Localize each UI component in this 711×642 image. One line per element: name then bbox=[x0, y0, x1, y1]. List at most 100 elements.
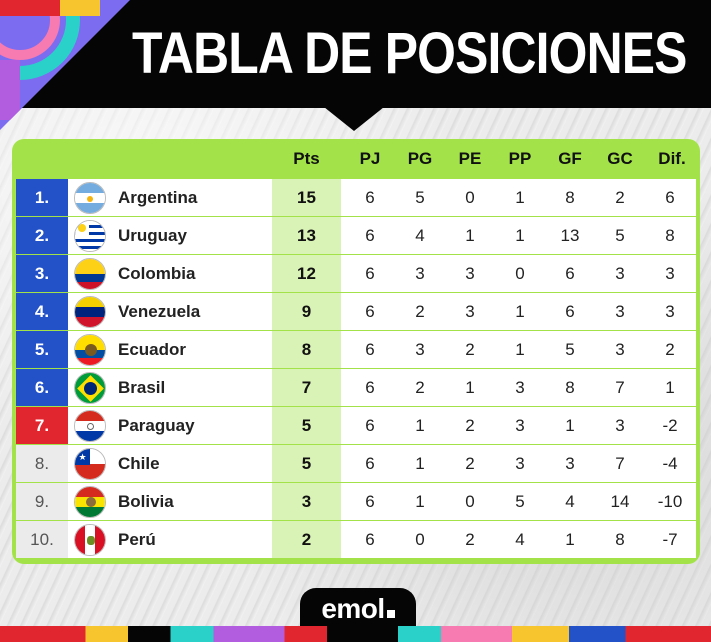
table-row: 2. Uruguay 13 6 4 1 1 13 5 8 bbox=[16, 217, 696, 255]
stat-dif: 6 bbox=[665, 188, 675, 207]
ecuador-flag-icon bbox=[74, 334, 106, 366]
stat-pe: 2 bbox=[465, 416, 475, 435]
stat-gf: 5 bbox=[565, 340, 575, 359]
stat-pg: 3 bbox=[415, 340, 425, 359]
team-name: Venezuela bbox=[118, 302, 201, 321]
stat-pj: 6 bbox=[365, 416, 375, 435]
stat-gf: 6 bbox=[565, 302, 575, 321]
standings-table: Pts PJ PG PE PP GF GC Dif. 1. Argentina 1 5… bbox=[12, 139, 700, 564]
header-pts: Pts bbox=[293, 149, 320, 168]
stat-dif: 1 bbox=[665, 378, 675, 397]
table-row: 1. Argentina 15 6 5 0 1 8 2 6 bbox=[16, 179, 696, 217]
stat-pj: 6 bbox=[365, 302, 375, 321]
stat-pg: 1 bbox=[415, 416, 425, 435]
stat-gf: 13 bbox=[560, 226, 580, 245]
stat-pp: 4 bbox=[515, 530, 525, 549]
stat-gf: 1 bbox=[565, 530, 575, 549]
rank-cell: 7. bbox=[16, 407, 68, 444]
points-cell: 3 bbox=[272, 483, 341, 520]
points-cell: 2 bbox=[272, 521, 341, 558]
stat-pj: 6 bbox=[365, 340, 375, 359]
stat-gc: 3 bbox=[615, 264, 625, 283]
team-cell: Brasil bbox=[68, 369, 272, 406]
table-row: 9. Bolivia 3 6 1 0 5 4 14 -10 bbox=[16, 483, 696, 521]
rank-cell: 4. bbox=[16, 293, 68, 330]
stat-pp: 5 bbox=[515, 492, 525, 511]
table-body: 1. Argentina 15 6 5 0 1 8 2 6 2. Uruguay 13 6 4 1 1 13 5 8 3… bbox=[16, 179, 696, 559]
colombia-flag-icon bbox=[74, 258, 106, 290]
stat-gc: 8 bbox=[615, 530, 625, 549]
stat-pj: 6 bbox=[365, 378, 375, 397]
stat-pe: 2 bbox=[465, 340, 475, 359]
stat-pp: 1 bbox=[515, 188, 525, 207]
stat-gc: 3 bbox=[615, 302, 625, 321]
stat-pg: 3 bbox=[415, 264, 425, 283]
bolivia-flag-icon bbox=[74, 486, 106, 518]
stat-dif: -10 bbox=[657, 492, 683, 511]
stat-pg: 0 bbox=[415, 530, 425, 549]
rank-cell: 8. bbox=[16, 445, 68, 482]
table-row: 10. Perú 2 6 0 2 4 1 8 -7 bbox=[16, 521, 696, 559]
stat-gf: 4 bbox=[565, 492, 575, 511]
stats-cells: 6 1 0 5 4 14 -10 bbox=[341, 483, 696, 520]
venezuela-flag-icon bbox=[74, 296, 106, 328]
stats-cells: 6 4 1 1 13 5 8 bbox=[341, 217, 696, 254]
team-cell: Uruguay bbox=[68, 217, 272, 254]
stat-dif: -2 bbox=[662, 416, 678, 435]
emol-logo: emol bbox=[300, 588, 416, 630]
table-row: 7. Paraguay 5 6 1 2 3 1 3 -2 bbox=[16, 407, 696, 445]
stat-pj: 6 bbox=[365, 226, 375, 245]
stat-dif: -7 bbox=[662, 530, 678, 549]
team-name: Perú bbox=[118, 530, 156, 549]
stats-cells: 6 5 0 1 8 2 6 bbox=[341, 179, 696, 216]
table-row: 3. Colombia 12 6 3 3 0 6 3 3 bbox=[16, 255, 696, 293]
header-gc: GC bbox=[607, 149, 633, 168]
header-pg: PG bbox=[407, 149, 433, 168]
stat-pe: 1 bbox=[465, 378, 475, 397]
team-name: Brasil bbox=[118, 378, 166, 397]
stats-cells: 6 2 3 1 6 3 3 bbox=[341, 293, 696, 330]
stat-pj: 6 bbox=[365, 492, 375, 511]
stats-cells: 6 3 3 0 6 3 3 bbox=[341, 255, 696, 292]
table-header: Pts PJ PG PE PP GF GC Dif. bbox=[16, 139, 696, 179]
stat-gc: 3 bbox=[615, 340, 625, 359]
points-cell: 12 bbox=[272, 255, 341, 292]
stat-pg: 2 bbox=[415, 302, 425, 321]
stat-pe: 3 bbox=[465, 264, 475, 283]
team-cell: Perú bbox=[68, 521, 272, 558]
team-cell: Ecuador bbox=[68, 331, 272, 368]
team-name: Colombia bbox=[118, 264, 196, 283]
bottom-color-strip bbox=[0, 626, 711, 642]
team-name: Bolivia bbox=[118, 492, 174, 511]
stat-dif: 2 bbox=[665, 340, 675, 359]
team-cell: Paraguay bbox=[68, 407, 272, 444]
stat-gf: 8 bbox=[565, 378, 575, 397]
rank-cell: 10. bbox=[16, 521, 68, 558]
stat-gc: 7 bbox=[615, 378, 625, 397]
stat-gc: 14 bbox=[610, 492, 630, 511]
stat-pe: 2 bbox=[465, 530, 475, 549]
stat-gf: 8 bbox=[565, 188, 575, 207]
stat-gc: 2 bbox=[615, 188, 625, 207]
stats-cells: 6 0 2 4 1 8 -7 bbox=[341, 521, 696, 558]
uruguay-flag-icon bbox=[74, 220, 106, 252]
team-name: Paraguay bbox=[118, 416, 195, 435]
team-name: Uruguay bbox=[118, 226, 187, 245]
rank-cell: 1. bbox=[16, 179, 68, 216]
stat-pp: 1 bbox=[515, 226, 525, 245]
stat-pe: 0 bbox=[465, 188, 475, 207]
stat-pg: 1 bbox=[415, 492, 425, 511]
rank-cell: 6. bbox=[16, 369, 68, 406]
points-cell: 13 bbox=[272, 217, 341, 254]
stats-cells: 6 3 2 1 5 3 2 bbox=[341, 331, 696, 368]
team-cell: Argentina bbox=[68, 179, 272, 216]
stat-pp: 3 bbox=[515, 378, 525, 397]
table-row: 6. Brasil 7 6 2 1 3 8 7 1 bbox=[16, 369, 696, 407]
stat-gc: 5 bbox=[615, 226, 625, 245]
stat-pp: 1 bbox=[515, 340, 525, 359]
stat-pe: 0 bbox=[465, 492, 475, 511]
stat-pj: 6 bbox=[365, 530, 375, 549]
chile-flag-icon: ★ bbox=[74, 448, 106, 480]
stat-dif: -4 bbox=[662, 454, 678, 473]
header-pp: PP bbox=[508, 149, 532, 168]
